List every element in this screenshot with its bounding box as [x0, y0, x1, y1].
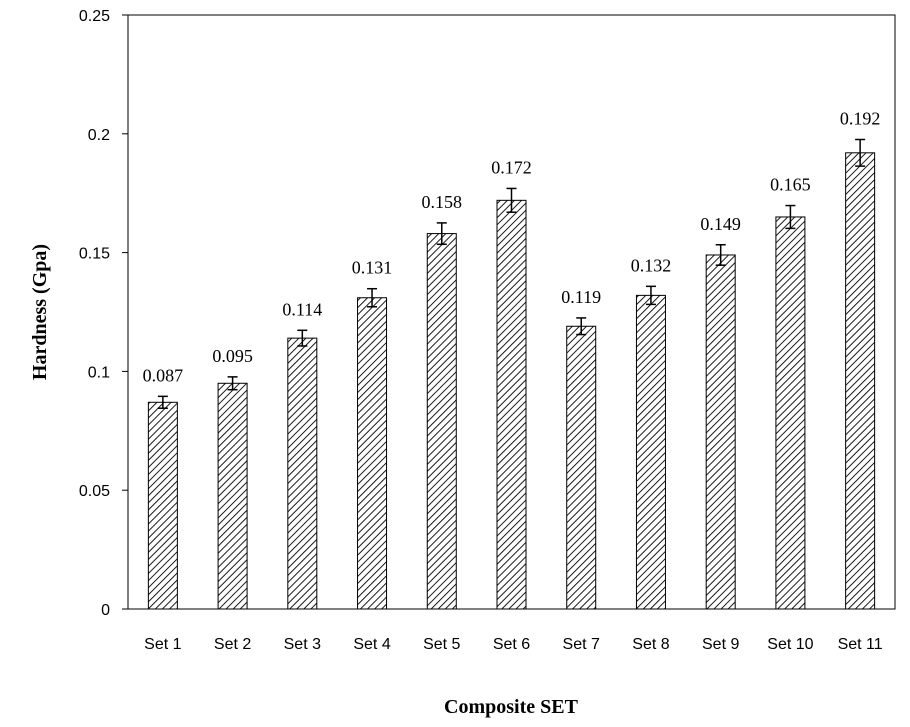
data-label: 0.172	[491, 157, 532, 177]
bar	[845, 152, 876, 610]
x-tick-label: Set 4	[353, 636, 390, 653]
y-tick-label: 0.15	[79, 246, 110, 263]
data-label: 0.132	[631, 255, 672, 275]
x-tick-label: Set 10	[767, 636, 813, 653]
x-tick-label: Set 3	[284, 636, 321, 653]
data-label: 0.131	[352, 258, 393, 278]
x-axis-title: Composite SET	[444, 696, 579, 718]
data-label: 0.087	[143, 365, 184, 385]
x-tick-label: Set 9	[702, 636, 739, 653]
y-tick-label: 0.2	[88, 127, 110, 144]
bar	[217, 382, 248, 610]
x-tick-label: Set 6	[493, 636, 530, 653]
bars-group: 0.087 0.095 0.114 0.131 0.158 0.172 0.119 0.132…	[143, 109, 881, 610]
x-tick-label: Set 11	[838, 636, 883, 653]
bar	[775, 216, 806, 610]
bar	[705, 254, 736, 610]
bar	[426, 233, 457, 610]
data-label: 0.192	[840, 109, 881, 129]
bar	[566, 325, 597, 610]
data-label: 0.149	[700, 214, 741, 234]
data-label: 0.158	[422, 192, 463, 212]
bar	[357, 297, 388, 610]
x-tick-label: Set 7	[563, 636, 600, 653]
data-label: 0.119	[561, 287, 601, 307]
y-tick-label: 0.05	[79, 483, 110, 500]
data-label: 0.114	[282, 299, 322, 319]
y-tick-label: 0.25	[79, 8, 110, 25]
data-label: 0.165	[770, 175, 811, 195]
y-axis-title: Hardness (Gpa)	[29, 244, 51, 380]
x-tick-label: Set 8	[632, 636, 669, 653]
bar	[287, 337, 318, 610]
x-tick-label: Set 2	[214, 636, 251, 653]
y-axis: 0 0.05 0.1 0.15 0.2 0.25	[79, 8, 128, 619]
x-axis: Set 1 Set 2 Set 3 Set 4 Set 5 Set 6 Set 7 Set 8…	[144, 636, 883, 653]
x-tick-label: Set 1	[144, 636, 181, 653]
data-label: 0.095	[212, 346, 253, 366]
x-tick-label: Set 5	[423, 636, 460, 653]
bar	[496, 199, 527, 610]
y-tick-label: 0.1	[88, 364, 110, 381]
bar	[635, 294, 666, 610]
y-tick-label: 0	[101, 602, 110, 619]
bar	[147, 401, 178, 610]
